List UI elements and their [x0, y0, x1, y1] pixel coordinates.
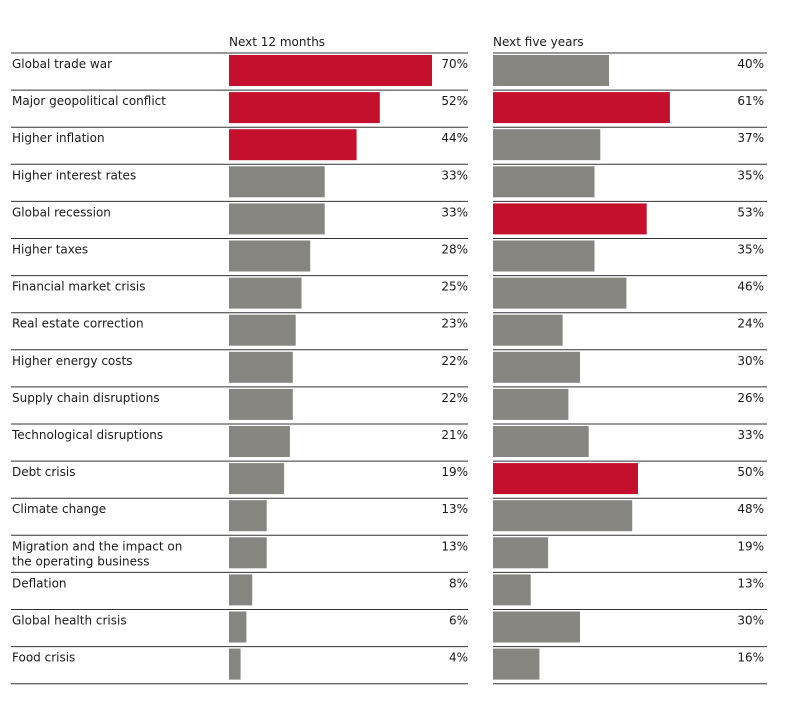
bar-next-12-months-global-health-crisis: [229, 611, 247, 643]
value-label-next-12-months-real-estate-correction: 23%: [441, 317, 468, 331]
category-label-climate-change: Climate change: [12, 502, 106, 516]
category-label-technological-disruptions: Technological disruptions: [11, 428, 163, 442]
column-header-next-12-months: Next 12 months: [229, 35, 325, 49]
category-label-higher-energy-costs: Higher energy costs: [12, 354, 133, 368]
value-label-next-five-years-supply-chain-disruptions: 26%: [737, 391, 764, 405]
value-label-next-12-months-global-recession: 33%: [441, 205, 468, 219]
category-label-higher-interest-rates: Higher interest rates: [12, 168, 136, 182]
value-label-next-12-months-higher-interest-rates: 33%: [441, 168, 468, 182]
category-label-global-health-crisis: Global health crisis: [12, 614, 127, 628]
value-label-next-12-months-debt-crisis: 19%: [441, 465, 468, 479]
value-label-next-five-years-higher-interest-rates: 35%: [737, 168, 764, 182]
value-label-next-five-years-global-health-crisis: 30%: [737, 614, 764, 628]
value-label-next-five-years-debt-crisis: 50%: [737, 465, 764, 479]
bar-next-12-months-financial-market-crisis: [229, 277, 302, 309]
value-label-next-five-years-real-estate-correction: 24%: [737, 317, 764, 331]
bar-next-five-years-higher-energy-costs: [493, 351, 580, 383]
value-label-next-12-months-climate-change: 13%: [441, 502, 468, 516]
bar-next-five-years-deflation: [493, 574, 531, 606]
bar-next-five-years-migration-and-the-impact-on-the-operating-business: [493, 537, 549, 569]
bar-next-12-months-food-crisis: [229, 648, 241, 680]
bar-next-12-months-debt-crisis: [229, 463, 285, 495]
category-label-food-crisis: Food crisis: [12, 651, 75, 665]
category-label-supply-chain-disruptions: Supply chain disruptions: [12, 391, 160, 405]
value-label-next-12-months-global-health-crisis: 6%: [449, 614, 468, 628]
bar-next-12-months-higher-taxes: [229, 240, 311, 272]
value-label-next-12-months-deflation: 8%: [449, 576, 468, 590]
value-label-next-12-months-global-trade-war: 70%: [441, 57, 468, 71]
bar-next-five-years-real-estate-correction: [493, 314, 563, 346]
value-label-next-five-years-major-geopolitical-conflict: 61%: [737, 94, 764, 108]
bar-next-five-years-higher-inflation: [493, 129, 601, 161]
value-label-next-five-years-higher-inflation: 37%: [737, 131, 764, 145]
bar-next-five-years-technological-disruptions: [493, 426, 589, 457]
value-label-next-five-years-technological-disruptions: 33%: [737, 428, 764, 442]
value-label-next-12-months-food-crisis: 4%: [449, 651, 468, 665]
value-label-next-five-years-deflation: 13%: [737, 576, 764, 590]
value-label-next-12-months-higher-energy-costs: 22%: [441, 354, 468, 368]
bar-next-12-months-real-estate-correction: [229, 314, 296, 346]
value-label-next-12-months-technological-disruptions: 21%: [441, 428, 468, 442]
bar-next-12-months-higher-energy-costs: [229, 351, 293, 383]
bar-next-five-years-food-crisis: [493, 648, 540, 680]
value-label-next-12-months-higher-inflation: 44%: [441, 131, 468, 145]
value-label-next-five-years-food-crisis: 16%: [737, 651, 764, 665]
bar-next-12-months-global-trade-war: [229, 55, 432, 86]
bar-next-12-months-higher-inflation: [229, 129, 357, 161]
value-label-next-12-months-supply-chain-disruptions: 22%: [441, 391, 468, 405]
value-label-next-12-months-financial-market-crisis: 25%: [441, 280, 468, 294]
category-label-financial-market-crisis: Financial market crisis: [12, 280, 145, 294]
category-label-global-recession: Global recession: [12, 205, 111, 219]
bar-next-five-years-supply-chain-disruptions: [493, 388, 569, 420]
value-label-next-12-months-migration-and-the-impact-on-the-operating-business: 13%: [441, 539, 468, 553]
bar-next-five-years-debt-crisis: [493, 463, 638, 495]
bar-next-five-years-major-geopolitical-conflict: [493, 92, 670, 124]
category-label-migration-and-the-impact-on-the-operating-business: Migration and the impact on the operating…: [12, 539, 182, 568]
value-label-next-five-years-global-recession: 53%: [737, 205, 764, 219]
value-label-next-five-years-climate-change: 48%: [737, 502, 764, 516]
bar-next-12-months-migration-and-the-impact-on-the-operating-business: [229, 537, 267, 569]
value-label-next-five-years-higher-taxes: 35%: [737, 243, 764, 257]
category-label-higher-inflation: Higher inflation: [12, 131, 105, 145]
bar-next-12-months-climate-change: [229, 500, 267, 532]
bar-next-five-years-higher-taxes: [493, 240, 595, 272]
bar-next-12-months-supply-chain-disruptions: [229, 388, 293, 420]
category-label-global-trade-war: Global trade war: [12, 57, 112, 71]
bar-next-five-years-global-recession: [493, 203, 647, 235]
value-label-next-five-years-migration-and-the-impact-on-the-operating-business: 19%: [737, 539, 764, 553]
bar-next-12-months-higher-interest-rates: [229, 166, 325, 198]
bar-next-five-years-global-health-crisis: [493, 611, 580, 643]
value-label-next-five-years-higher-energy-costs: 30%: [737, 354, 764, 368]
bar-next-five-years-higher-interest-rates: [493, 166, 595, 198]
bar-next-12-months-global-recession: [229, 203, 325, 235]
value-label-next-12-months-major-geopolitical-conflict: 52%: [441, 94, 468, 108]
chart-marks: Global trade war 70% 40% Major geopolitical…: [11, 52, 767, 685]
bar-next-12-months-deflation: [229, 574, 253, 606]
column-header-next-five-years: Next five years: [493, 35, 584, 49]
category-label-debt-crisis: Debt crisis: [12, 465, 75, 479]
category-label-major-geopolitical-conflict: Major geopolitical conflict: [12, 94, 166, 108]
bar-next-12-months-technological-disruptions: [229, 426, 290, 457]
bar-next-five-years-climate-change: [493, 500, 633, 532]
category-label-real-estate-correction: Real estate correction: [12, 317, 144, 331]
bar-next-12-months-major-geopolitical-conflict: [229, 92, 380, 124]
bar-next-five-years-global-trade-war: [493, 55, 609, 86]
bar-next-five-years-financial-market-crisis: [493, 277, 627, 309]
category-label-higher-taxes: Higher taxes: [12, 243, 88, 257]
value-label-next-five-years-financial-market-crisis: 46%: [737, 280, 764, 294]
value-label-next-five-years-global-trade-war: 40%: [737, 57, 764, 71]
category-label-deflation: Deflation: [12, 576, 67, 590]
value-label-next-12-months-higher-taxes: 28%: [441, 243, 468, 257]
